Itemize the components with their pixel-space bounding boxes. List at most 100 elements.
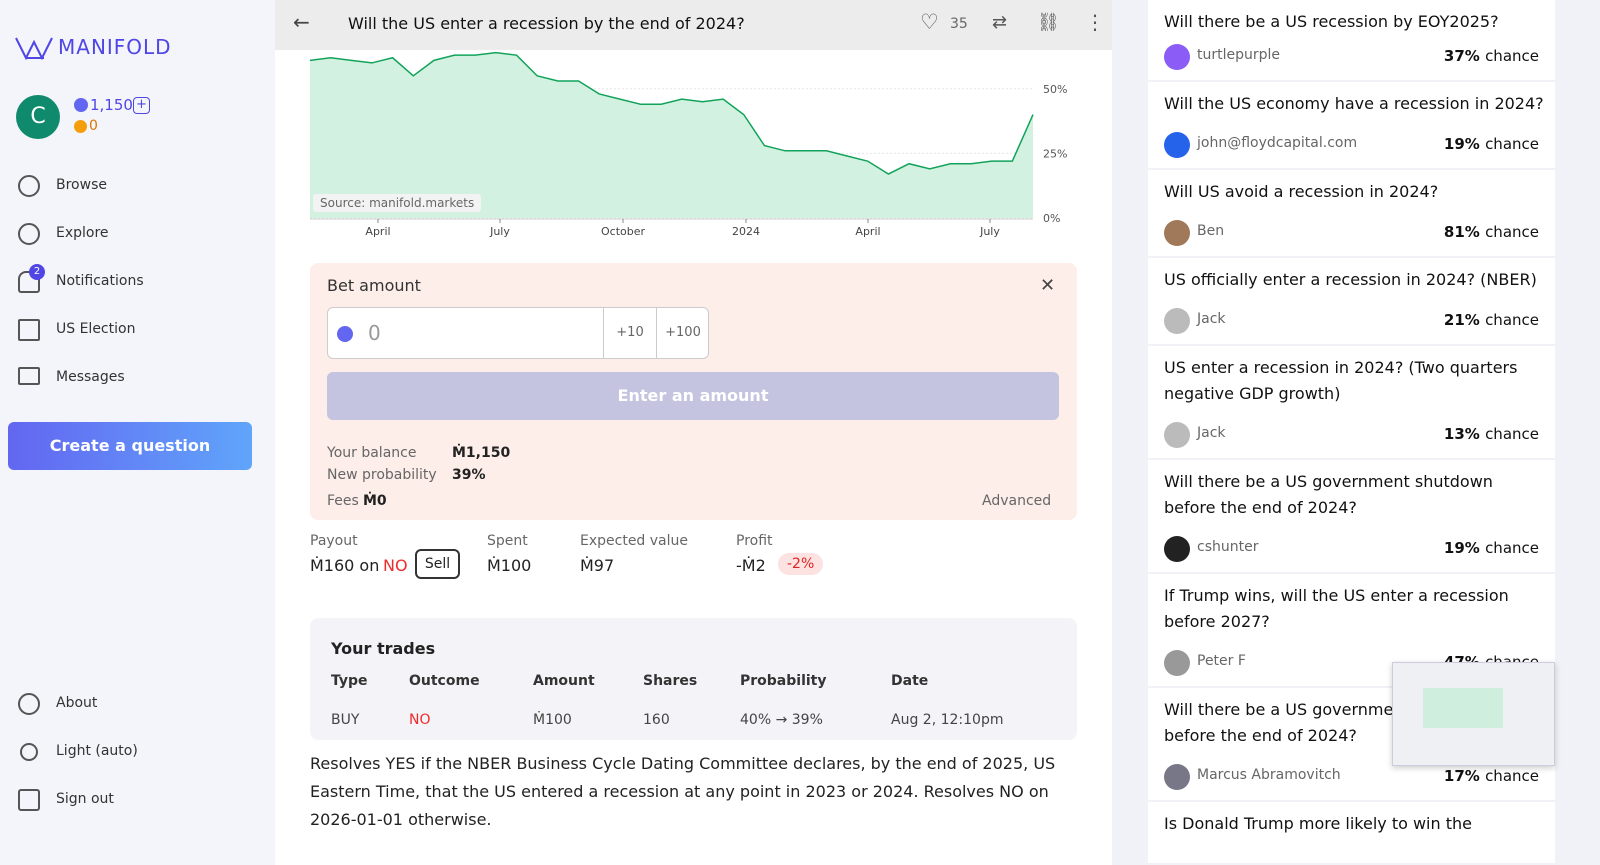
line [309,51,1034,175]
author-avatar [1164,422,1190,448]
description: Resolves YES if the NBER Business Cycle … [310,754,1056,829]
about-icon [18,693,40,715]
td: NO [409,712,431,728]
market-card[interactable]: Is Donald Trump more likely to win the [1148,802,1555,863]
chance: 19% chance [1444,135,1539,153]
th: Outcome [409,673,480,689]
chart: 0% 25% 50% April July October 2024 April July [309,51,1067,238]
chance: 37% chance [1444,47,1539,65]
th: Type [331,673,368,689]
author: cshunter [1197,539,1259,555]
nav-item[interactable]: Light (auto) [56,743,138,759]
td: BUY [331,712,360,728]
submit-button[interactable]: Enter an amount [327,372,1059,420]
market-card[interactable]: US officially enter a recession in 2024?… [1148,258,1555,344]
row-label: Your balance [327,445,417,461]
election-icon [18,319,40,341]
mana-icon [337,326,353,342]
author-avatar [1164,44,1190,70]
sidebar: MANIFOLD C 1,150 + 0 Browse Explore 2 No… [0,0,275,865]
x-tick-label: April [855,225,880,238]
signout-icon [18,789,40,811]
back-button[interactable]: ← [293,10,310,34]
market-card[interactable]: Will there be a US recession by EOY2025?… [1148,0,1555,80]
stat-label: Expected value [580,533,689,549]
chance: 13% chance [1444,425,1539,443]
like-button[interactable]: ♡ [920,10,939,34]
chance-word: chance [1485,425,1539,443]
chance-word: chance [1485,135,1539,153]
y-tick-label: 25% [1043,147,1067,160]
stat-label: Profit [736,533,773,549]
nav-item[interactable]: Notifications [56,273,144,289]
amount-input[interactable]: 0 +10 +100 [327,307,709,359]
increment[interactable]: +10 [603,308,656,358]
mana-icon [74,98,88,112]
nav-item[interactable]: US Election [56,321,136,337]
row-value: 39% [452,467,486,483]
chart-source: Source: manifold.markets [313,194,482,212]
author-avatar [1164,308,1190,334]
market-card[interactable]: Will the US economy have a recession in … [1148,82,1555,168]
market-question: Is Donald Trump more likely to win the [1164,814,1472,833]
author: Marcus Abramovitch [1197,767,1341,783]
x-tick-label: July [979,225,1000,238]
balance: 1,150 [90,96,133,114]
increment[interactable]: +100 [656,308,709,358]
chance-value: 37% [1443,47,1480,65]
badge: 2 [29,264,45,280]
author: john@floydcapital.com [1197,135,1358,151]
author: Jack [1197,425,1226,441]
stat-value: -Ṁ2 [736,556,766,575]
stat-value: Ṁ100 [487,556,532,575]
market-card[interactable]: Will there be a US government shutdown b… [1148,460,1555,572]
related-list: Will there be a US recession by EOY2025?… [1148,0,1555,865]
close-button[interactable]: ✕ [1040,275,1056,296]
more-button[interactable]: ⋮ [1085,10,1105,34]
author: turtlepurple [1197,47,1281,63]
bet-label: Bet amount [327,276,421,295]
author: Ben [1197,223,1225,239]
nav-item[interactable]: Browse [56,177,107,193]
market-card[interactable]: Will US avoid a recession in 2024? Ben 81%… [1148,170,1555,256]
chance-word: chance [1485,223,1539,241]
chance-word: chance [1485,767,1539,785]
like-count: 35 [950,16,968,32]
chance: 19% chance [1444,539,1539,557]
share-button[interactable]: ⛓ [1037,12,1060,33]
sell-button[interactable]: Sell [415,549,460,579]
market-question: Will the US economy have a recession in … [1164,94,1544,113]
market-question: If Trump wins, will the US enter a reces… [1164,586,1509,631]
market-question: Will there be a US government shutdown b… [1164,472,1493,517]
chance-value: 19% [1443,539,1480,557]
chance-value: 13% [1443,425,1480,443]
thumbnail[interactable] [1392,662,1555,766]
nav-item[interactable]: Sign out [56,791,114,807]
y-tick-label: 0% [1043,212,1060,225]
avatar[interactable]: C [16,95,60,139]
author-avatar [1164,536,1190,562]
market-card[interactable]: US enter a recession in 2024? (Two quart… [1148,346,1555,458]
nav-item[interactable]: Messages [56,369,125,385]
market-question: Will US avoid a recession in 2024? [1164,182,1439,201]
stat-label: Spent [487,533,528,549]
add-funds[interactable]: + [133,97,150,114]
trades-panel: Your trades Type Outcome Amount Shares P… [310,618,1077,740]
chance-word: chance [1485,539,1539,557]
chance: 81% chance [1444,223,1539,241]
chance: 17% chance [1444,767,1539,785]
question-title: Will the US enter a recession by the end… [348,14,745,33]
nav-item[interactable]: Explore [56,225,109,241]
nav-item[interactable]: About [56,695,98,711]
advanced-toggle[interactable]: Advanced [982,493,1052,509]
area [310,52,1033,219]
profit-pct: -2% [778,553,824,575]
logo[interactable]: MANIFOLD [58,35,172,59]
create-button[interactable]: Create a question [8,422,252,470]
repost-button[interactable]: ⇄ [992,12,1008,33]
market-question: Will there be a US recession by EOY2025? [1164,12,1499,31]
chance-value: 19% [1443,135,1480,153]
x-tick-label: April [365,225,390,238]
author-avatar [1164,220,1190,246]
